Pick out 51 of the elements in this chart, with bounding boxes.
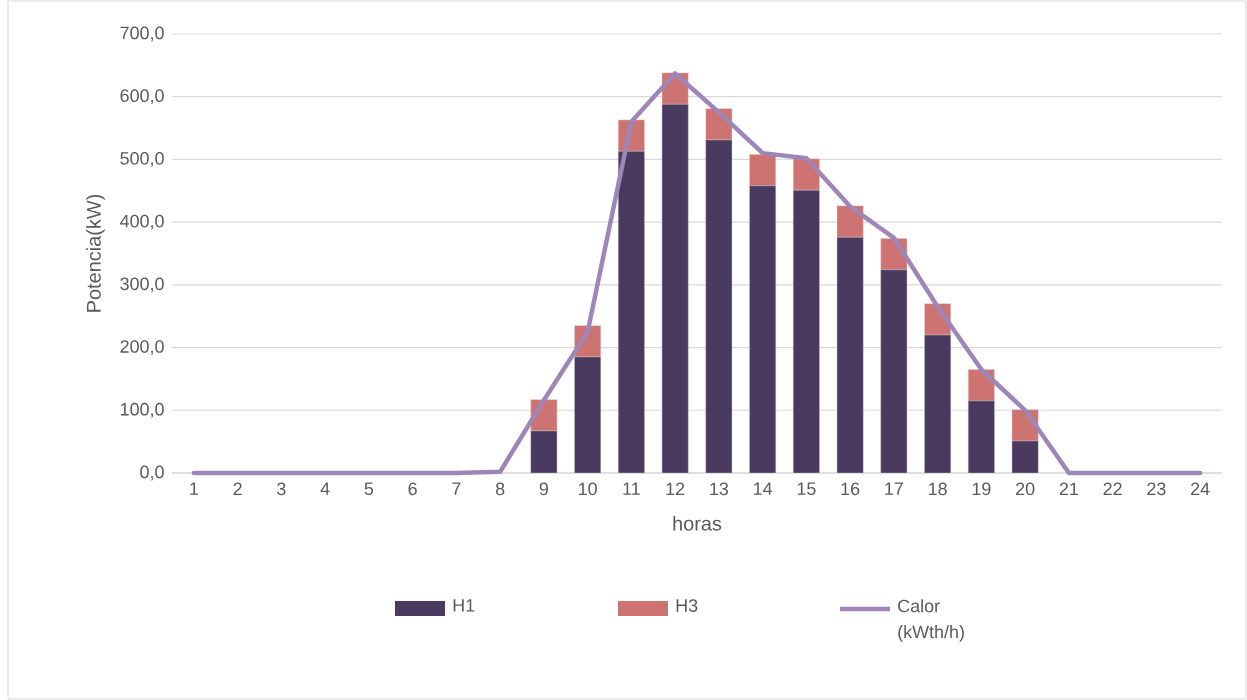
- bar: [618, 151, 645, 473]
- bar: [661, 104, 689, 473]
- bar: [836, 236, 864, 473]
- x-tick-label: 5: [364, 482, 374, 496]
- y-tick-label: 400,0: [120, 214, 164, 230]
- bar: [574, 356, 601, 473]
- y-tick-label: 200,0: [120, 340, 164, 355]
- y-tick-label: 300,0: [120, 277, 164, 293]
- x-tick-label: 20: [1016, 482, 1035, 496]
- bar: [968, 400, 995, 473]
- x-tick-label: 11: [623, 482, 640, 495]
- x-tick-label: 6: [408, 482, 417, 496]
- legend-label: Calor (kWth/h): [898, 599, 964, 642]
- x-tick-label: 3: [277, 482, 286, 496]
- x-tick-label: 14: [754, 482, 773, 495]
- y-tick-label: 500,0: [120, 152, 164, 167]
- x-tick-label: 8: [495, 482, 505, 496]
- x-tick-label: 10: [579, 482, 597, 496]
- bar: [530, 430, 558, 473]
- bar: [1011, 440, 1039, 473]
- legend-label: H1: [453, 599, 475, 612]
- x-tick-label: 23: [1147, 482, 1166, 496]
- x-tick-label: 19: [972, 482, 991, 496]
- bar: [836, 205, 864, 238]
- x-tick-label: 12: [666, 482, 685, 496]
- bar: [793, 189, 820, 473]
- x-tick-label: 22: [1103, 482, 1122, 496]
- x-tick-label: 24: [1191, 482, 1210, 496]
- y-axis-title: Potencia(kW): [86, 194, 105, 312]
- y-tick-label: 0,0: [140, 465, 164, 481]
- y-tick-label: 100,0: [120, 402, 164, 418]
- x-axis-title: horas: [673, 516, 722, 531]
- bar: [749, 185, 776, 473]
- x-tick-label: 9: [539, 482, 549, 496]
- y-tick-label: 600,0: [120, 89, 164, 105]
- bar: [880, 269, 908, 473]
- x-tick-label: 17: [885, 482, 903, 495]
- bar: [924, 334, 951, 473]
- bar: [705, 139, 733, 473]
- x-tick-label: 1: [190, 482, 198, 495]
- x-tick-label: 15: [797, 482, 816, 496]
- x-tick-label: 7: [452, 482, 461, 495]
- legend-label: H3: [676, 599, 698, 612]
- x-tick-label: 13: [710, 482, 729, 496]
- bar: [749, 154, 776, 186]
- x-tick-label: 4: [320, 482, 330, 495]
- x-tick-label: 18: [929, 482, 947, 496]
- x-tick-label: 21: [1059, 482, 1078, 496]
- y-tick-label: 700,0: [120, 26, 164, 42]
- x-tick-label: 16: [841, 482, 860, 496]
- x-tick-label: 2: [233, 482, 242, 496]
